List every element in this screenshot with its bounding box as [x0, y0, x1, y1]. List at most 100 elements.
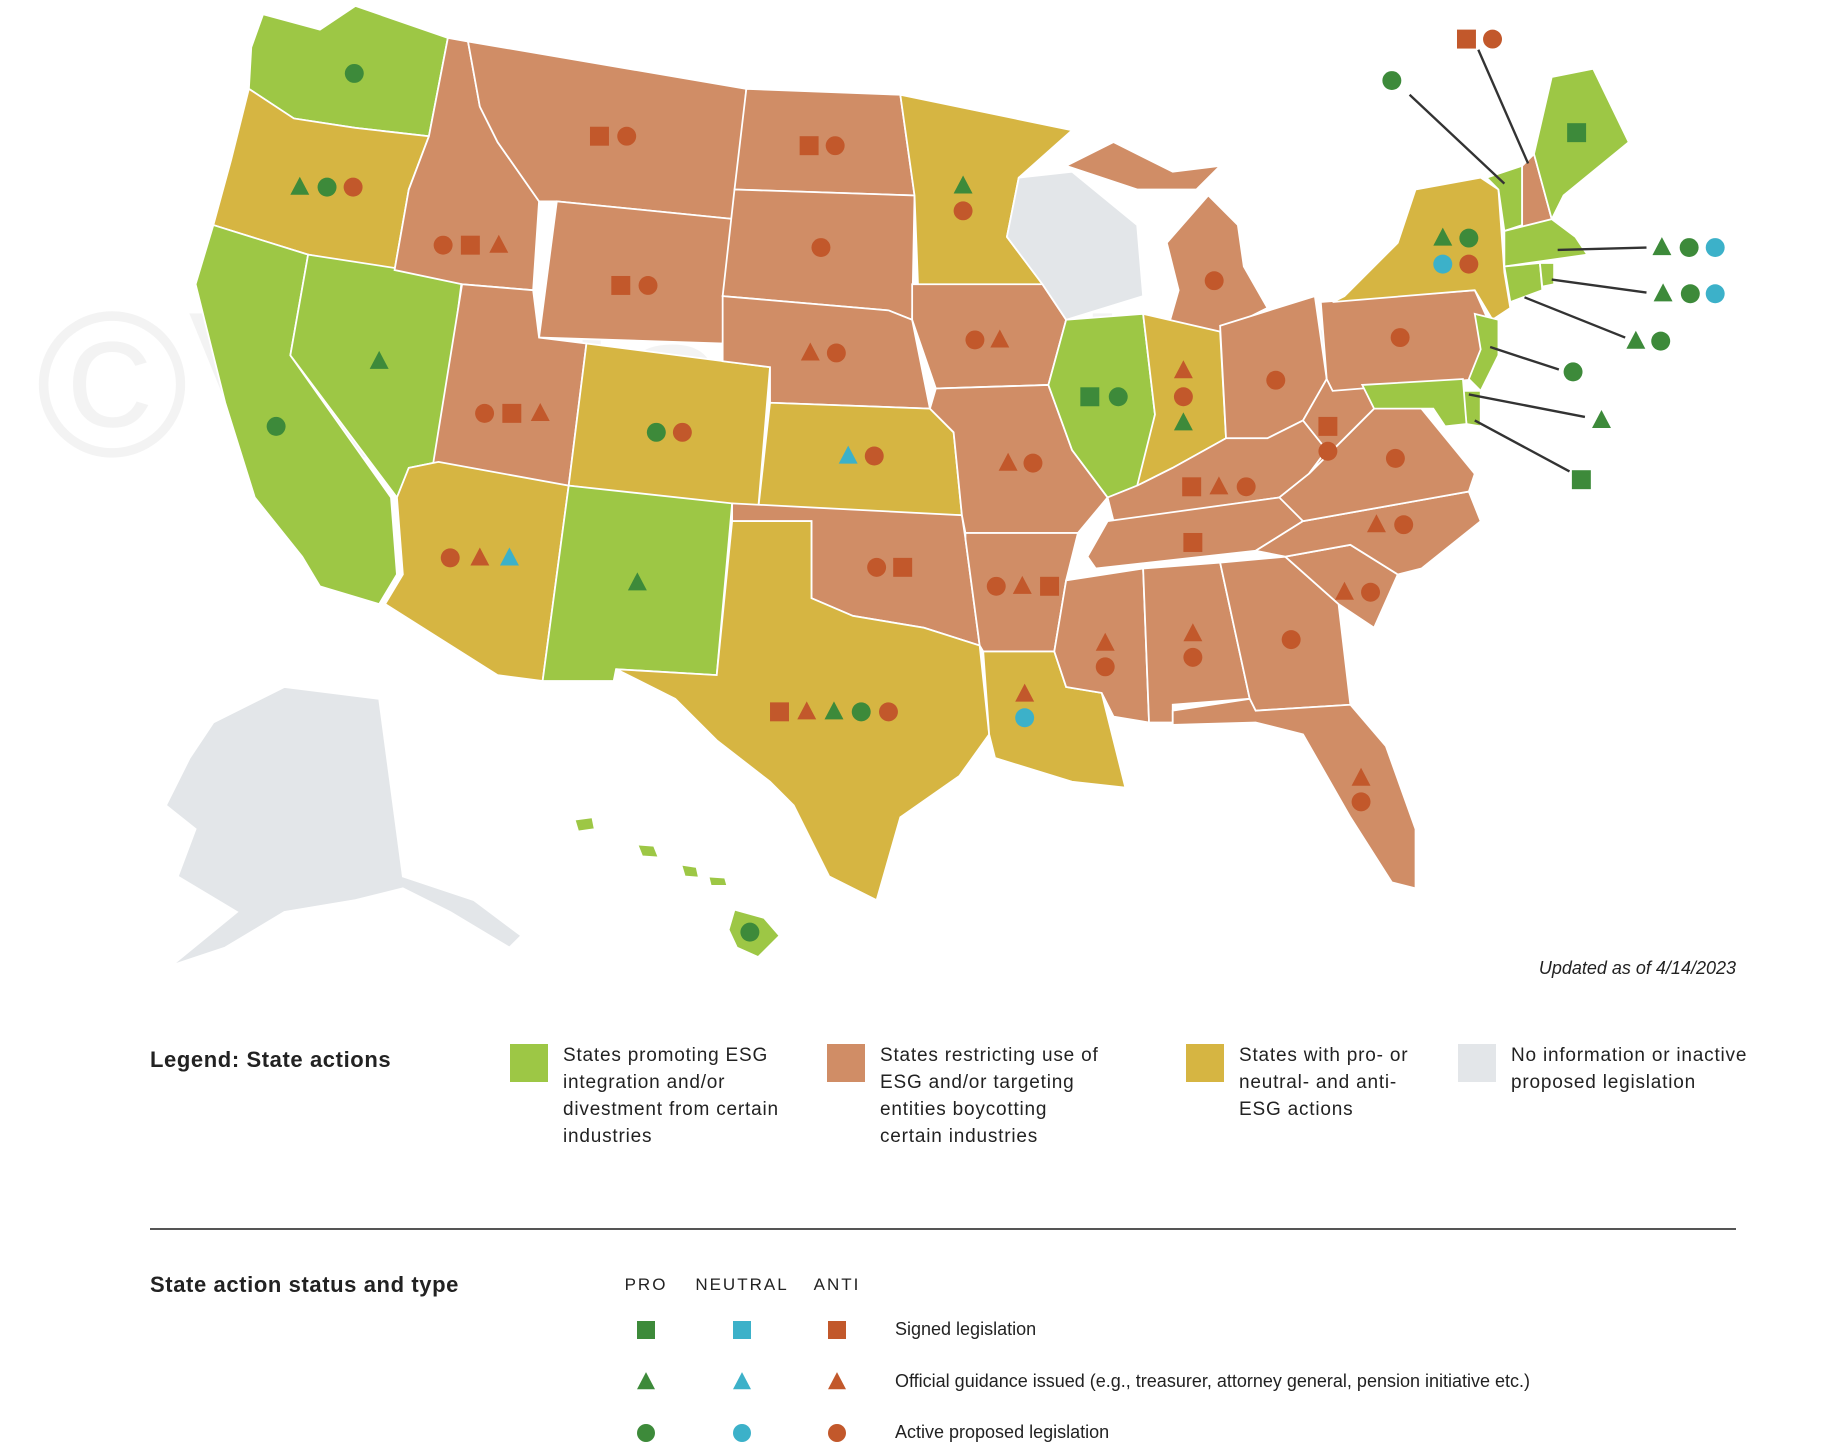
- marker-triangle: [470, 547, 490, 566]
- marker-triangle: [499, 547, 519, 566]
- row-label: Official guidance issued (e.g., treasure…: [895, 1371, 1531, 1391]
- marker-circle: [1394, 515, 1414, 535]
- marker-circle: [965, 330, 985, 350]
- legend-label: States restricting use of ESG and/or tar…: [880, 1045, 1099, 1147]
- marker-circle: [440, 548, 460, 568]
- state: [1503, 261, 1544, 304]
- marker-square: [1571, 470, 1591, 490]
- marker-square: [460, 235, 480, 255]
- marker-square: [502, 403, 522, 423]
- marker-circle: [811, 238, 831, 258]
- marker-circle: [1318, 441, 1338, 461]
- marker-triangle: [1209, 476, 1229, 495]
- state: [707, 875, 729, 887]
- marker-circle: [1390, 328, 1410, 348]
- callout-line: [1408, 93, 1506, 185]
- legend-swatch: [510, 1044, 548, 1082]
- marker-square: [1183, 532, 1203, 552]
- marker-circle: [1459, 228, 1479, 248]
- marker-triangle: [1592, 410, 1611, 429]
- marker-circle: [343, 177, 363, 197]
- state: [1503, 218, 1589, 268]
- state: [636, 843, 661, 859]
- marker-circle: [1679, 238, 1699, 258]
- marker-square: [770, 702, 789, 722]
- column-header: ANTI: [813, 1275, 861, 1294]
- divider: [150, 1228, 1736, 1230]
- marker-circle: [433, 235, 453, 255]
- marker-circle: [851, 702, 871, 722]
- marker-triangle: [1653, 283, 1673, 302]
- marker-circle: [1095, 657, 1115, 677]
- marker-square: [611, 275, 631, 295]
- state: [567, 342, 771, 511]
- updated-note: Updated as of 4/14/2023: [1538, 958, 1736, 978]
- marker-circle: [317, 177, 337, 197]
- state: [383, 461, 570, 683]
- marker-circle: [986, 576, 1006, 596]
- marker-triangle: [1012, 575, 1032, 594]
- marker-triangle: [824, 701, 844, 720]
- legend-label: States promoting ESG integration and/or …: [563, 1045, 779, 1147]
- marker-triangle: [800, 342, 820, 361]
- marker-circle: [1015, 708, 1035, 728]
- marker-triangle: [1015, 683, 1035, 702]
- marker-square: [1080, 387, 1100, 407]
- legend-label: No information or inactive proposed legi…: [1511, 1045, 1748, 1093]
- callout-line: [1489, 345, 1560, 371]
- marker-circle: [1204, 271, 1224, 291]
- marker-square: [799, 136, 819, 156]
- marker-triangle: [998, 452, 1018, 471]
- marker-triangle: [1433, 227, 1453, 246]
- callout-line: [1551, 278, 1647, 294]
- marker-square: [589, 126, 609, 146]
- marker-triangle: [838, 445, 858, 464]
- marker-circle: [475, 403, 495, 423]
- marker-circle: [1281, 630, 1301, 650]
- state: [1165, 194, 1269, 333]
- marker-triangle: [953, 175, 973, 194]
- marker-circle: [1173, 387, 1193, 407]
- column-header: PRO: [624, 1275, 668, 1294]
- marker-circle: [1459, 254, 1479, 274]
- marker-circle: [344, 63, 364, 83]
- state: [538, 200, 736, 345]
- marker-triangle: [1626, 330, 1646, 349]
- marker-triangle: [1183, 623, 1203, 642]
- legend-swatch: [1458, 1044, 1496, 1082]
- legend-swatch: [1186, 1044, 1224, 1082]
- marker-triangle: [990, 329, 1010, 348]
- marker-circle: [864, 446, 884, 466]
- marker-triangle: [1351, 767, 1371, 786]
- marker-circle: [1382, 71, 1402, 91]
- state: [733, 87, 916, 197]
- state: [757, 401, 963, 517]
- marker-circle: [867, 557, 887, 577]
- callout-line: [1474, 419, 1571, 473]
- callout-line: [1477, 49, 1530, 164]
- marker-circle: [740, 922, 760, 942]
- marker-triangle: [489, 234, 509, 253]
- marker-square: [1318, 416, 1338, 436]
- legend-swatch: [827, 1044, 865, 1082]
- marker-circle: [1183, 647, 1203, 667]
- row-label: Active proposed legislation: [895, 1422, 1110, 1442]
- row-label: Signed legislation: [895, 1319, 1037, 1339]
- marker-circle: [1563, 362, 1583, 382]
- marker-square: [1182, 477, 1202, 497]
- legend-label: States with pro- or neutral- and anti-ES…: [1239, 1045, 1409, 1120]
- state: [1171, 697, 1417, 890]
- marker-circle: [1705, 238, 1725, 258]
- marker-square: [1040, 576, 1060, 596]
- marker-triangle: [627, 572, 647, 591]
- marker-circle: [646, 422, 666, 442]
- state: [1063, 141, 1223, 191]
- marker-circle: [1361, 582, 1381, 602]
- marker-circle: [1680, 284, 1700, 304]
- marker-circle: [953, 201, 973, 221]
- marker-circle: [266, 416, 286, 436]
- callout-line: [1468, 393, 1586, 419]
- marker-square: [893, 557, 913, 577]
